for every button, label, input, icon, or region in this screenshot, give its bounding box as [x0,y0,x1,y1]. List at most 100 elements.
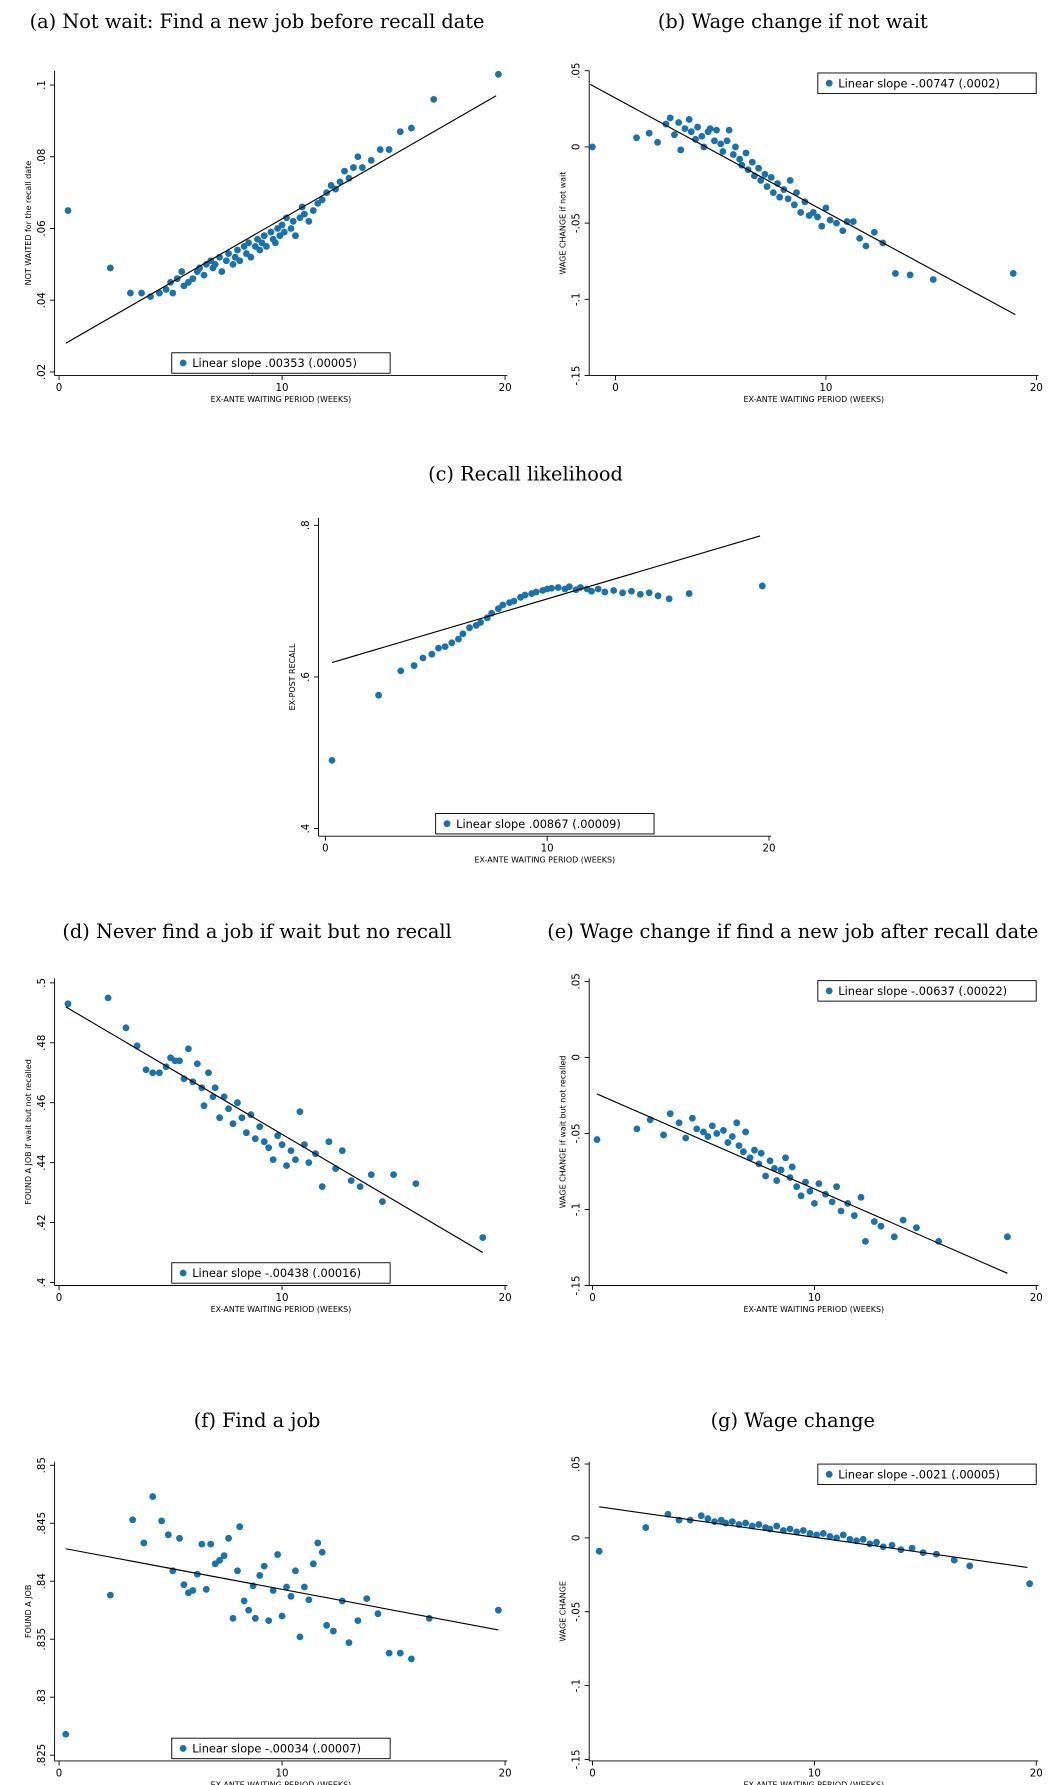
point [826,216,834,224]
point [856,234,864,242]
point [283,1162,290,1170]
x-tick-label: 0 [56,383,63,394]
point [1004,1233,1011,1241]
point [287,1147,295,1155]
panel: (g) Wage change -.15 -.1 -.05 0 .05 0 10 20 EX-AN… [559,1409,1043,1785]
y-axis-label: EX-POST RECALL [288,643,297,710]
point [229,1614,237,1622]
point [216,1114,224,1122]
point [260,1562,268,1570]
point [236,257,244,265]
point [356,1183,364,1191]
point [839,1531,847,1539]
x-tick-label: 0 [56,1293,63,1304]
panel-title: (d) Never find a job if wait but no reca… [62,920,451,943]
y-tick-label: .825 [37,1744,48,1767]
point [757,177,765,184]
point [532,588,540,596]
point [271,239,279,247]
legend-label: Linear slope -.00438 (.00016) [192,1266,361,1280]
panel: (b) Wage change if not wait -.15 -.1 -.05 0.… [559,10,1043,404]
point [1026,1580,1034,1588]
point [870,1218,878,1226]
x-tick-label: 0 [322,844,329,855]
point [595,1547,603,1555]
point [374,1610,382,1618]
fit-line [65,1006,484,1254]
point [748,158,756,166]
point [236,1523,244,1531]
y-axis-label: FOUND A JOB [24,1585,33,1638]
point [809,209,817,216]
point [338,1147,346,1155]
point [719,148,727,155]
y-tick-label: .05 [572,63,583,79]
point [645,129,653,137]
point [786,1525,794,1533]
point [363,1595,371,1603]
x-tick-label: 10 [819,383,832,394]
point [296,1108,304,1116]
point [833,1183,840,1191]
point [815,1180,823,1188]
point [158,1517,166,1525]
point [256,1572,264,1579]
point [189,275,197,283]
point [819,1530,827,1537]
legend: Linear slope .00867 (.00009) [435,812,655,835]
point [708,1122,716,1130]
point [732,143,739,151]
point [588,143,596,151]
point [278,1612,286,1620]
point [728,1133,736,1140]
point [862,1237,869,1245]
panel: (f) Find a job .825 .83 .835 .84 .845 .85 0 10 20… [24,1409,512,1785]
point [828,1198,836,1206]
point [697,1512,705,1520]
point [660,1131,667,1139]
point [588,587,595,595]
point [758,582,766,590]
y-tick-label: -.1 [572,293,583,306]
point [140,1539,148,1547]
legend-label: Linear slope .00867 (.00009) [456,817,621,831]
point [155,289,163,297]
point [755,164,763,172]
point [428,650,436,658]
point [218,268,226,275]
y-axis-label: FOUND A JOB if wait but not recalled [24,1059,33,1204]
point [325,1138,333,1146]
y-tick-label: -.15 [572,1749,583,1769]
point [906,271,914,279]
y-tick-label: .46 [37,1095,48,1111]
point [455,635,462,643]
point [733,1119,741,1127]
point [169,289,177,297]
point [242,1129,250,1137]
point [654,592,662,600]
point [477,618,485,626]
y-tick-label: .02 [37,364,48,380]
point [225,1534,232,1542]
x-tick-label: 20 [1030,1768,1043,1779]
legend-box [817,72,1037,94]
y-axis-label: WAGE CHANGE [559,1581,568,1642]
x-tick-label: 20 [499,1768,512,1779]
point [287,1592,295,1600]
point [724,1139,732,1146]
panel-title: (e) Wage change if find a new job after … [547,920,1038,943]
point [211,260,219,268]
point [256,246,264,254]
point [379,1198,386,1206]
legend-marker [443,820,451,828]
point [256,1123,264,1131]
point [200,1102,208,1110]
point [728,1518,736,1526]
y-tick-label: -.15 [572,366,583,386]
point [358,164,366,171]
point [318,1183,326,1191]
point [184,1045,192,1053]
point [671,131,678,139]
point [265,1617,273,1625]
legend-box [171,352,391,374]
